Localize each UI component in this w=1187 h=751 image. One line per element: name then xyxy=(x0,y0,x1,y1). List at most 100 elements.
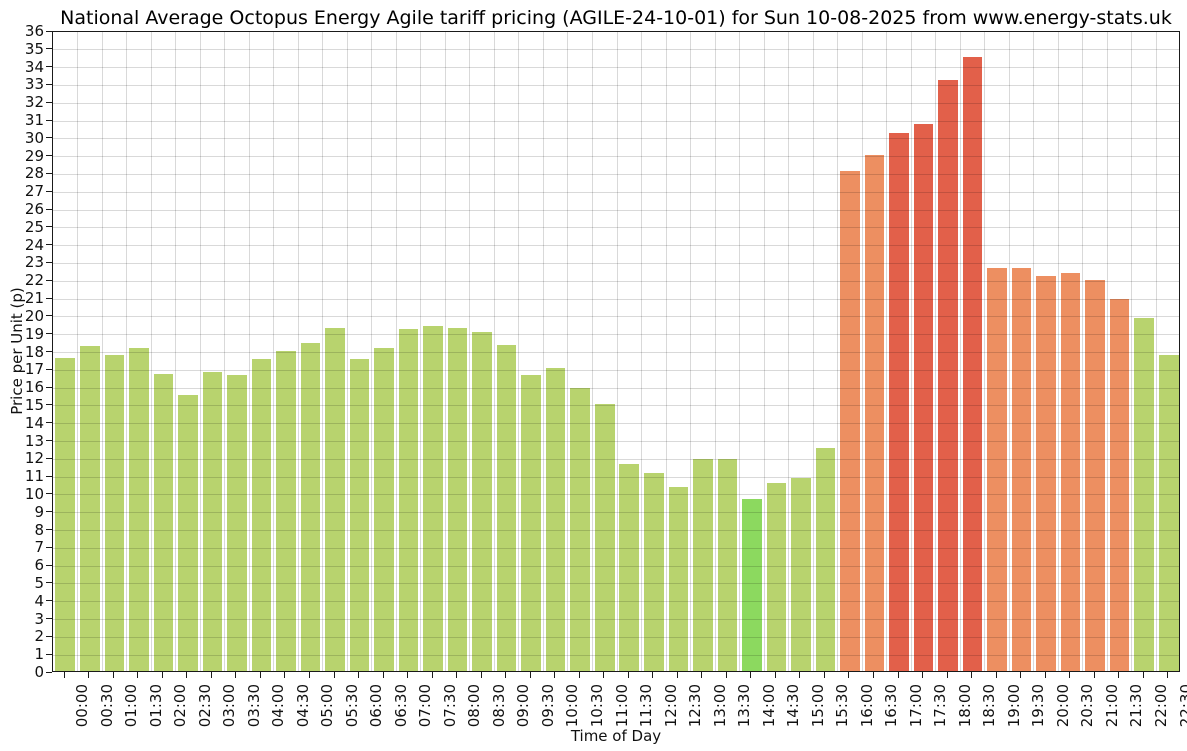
vertical-gridline xyxy=(1033,32,1035,671)
x-tick-label: 12:30 xyxy=(686,684,705,728)
bar-10:30 xyxy=(570,387,590,671)
x-tick-label: 01:00 xyxy=(122,684,141,728)
bar-09:30 xyxy=(521,374,541,671)
bar-16:30 xyxy=(864,154,885,671)
horizontal-gridline xyxy=(53,636,1179,638)
y-tick-label: 4 xyxy=(34,591,44,610)
y-tick-label: 0 xyxy=(34,663,44,681)
horizontal-gridline xyxy=(53,227,1179,229)
y-tick-label: 31 xyxy=(24,111,44,130)
bar-13:30 xyxy=(717,459,738,671)
y-tick-label: 9 xyxy=(34,502,44,521)
y-tick-mark xyxy=(46,529,52,531)
x-tick-mark xyxy=(897,672,899,678)
y-tick-mark xyxy=(46,172,52,174)
bar-08:30 xyxy=(472,331,492,671)
horizontal-gridline xyxy=(53,369,1179,371)
vertical-gridline xyxy=(469,32,471,671)
bar-03:30 xyxy=(227,375,247,671)
vertical-gridline xyxy=(959,32,961,671)
x-tick-mark xyxy=(407,672,409,678)
x-tick-label: 09:30 xyxy=(539,684,558,728)
x-tick-mark xyxy=(823,672,825,678)
y-tick-label: 13 xyxy=(24,431,44,450)
x-tick-mark xyxy=(529,672,531,678)
horizontal-gridline xyxy=(53,334,1179,336)
horizontal-gridline xyxy=(53,583,1179,585)
x-tick-label: 10:00 xyxy=(563,684,582,728)
x-tick-label: 10:30 xyxy=(588,684,607,728)
x-tick-mark xyxy=(1020,672,1022,678)
x-tick-mark xyxy=(799,672,801,678)
y-tick-label: 3 xyxy=(34,609,44,628)
x-tick-label: 20:30 xyxy=(1078,684,1097,728)
horizontal-gridline xyxy=(53,423,1179,425)
y-tick-mark xyxy=(46,635,52,637)
y-tick-mark xyxy=(46,600,52,602)
y-tick-label: 20 xyxy=(24,306,44,325)
horizontal-gridline xyxy=(53,262,1179,264)
x-tick-mark xyxy=(774,672,776,678)
horizontal-gridline xyxy=(53,387,1179,389)
bar-01:30 xyxy=(129,347,149,671)
vertical-gridline xyxy=(935,32,937,671)
vertical-gridline xyxy=(395,32,397,671)
horizontal-gridline xyxy=(53,352,1179,353)
y-tick-label: 15 xyxy=(24,395,44,414)
plot-area xyxy=(52,31,1180,672)
y-tick-mark xyxy=(46,351,52,352)
x-tick-mark xyxy=(1093,672,1095,678)
x-tick-label: 21:00 xyxy=(1103,684,1122,728)
vertical-gridline xyxy=(910,32,912,671)
y-tick-mark xyxy=(46,582,52,584)
bar-05:30 xyxy=(325,328,345,671)
y-tick-label: 2 xyxy=(34,627,44,646)
chart-title: National Average Octopus Energy Agile ta… xyxy=(60,7,1172,29)
y-tick-label: 35 xyxy=(24,39,44,58)
bar-17:00 xyxy=(889,133,909,671)
bar-07:30 xyxy=(423,326,443,671)
bar-21:30 xyxy=(1109,298,1130,671)
y-tick-label: 21 xyxy=(24,289,44,308)
x-tick-mark xyxy=(308,672,310,678)
x-tick-mark xyxy=(1142,672,1144,678)
vertical-gridline xyxy=(297,32,299,671)
vertical-gridline xyxy=(1131,32,1133,671)
bar-19:30 xyxy=(1011,267,1032,671)
x-tick-mark xyxy=(872,672,874,678)
y-tick-mark xyxy=(46,226,52,228)
x-tick-mark xyxy=(652,672,654,678)
x-tick-label: 03:00 xyxy=(220,684,239,728)
bar-15:00 xyxy=(791,477,811,671)
x-tick-mark xyxy=(431,672,433,678)
y-tick-label: 19 xyxy=(24,324,44,343)
horizontal-gridline xyxy=(53,601,1179,603)
vertical-gridline xyxy=(812,32,814,671)
y-tick-mark xyxy=(46,137,52,139)
vertical-gridline xyxy=(616,32,618,671)
y-tick-mark xyxy=(46,297,52,299)
y-tick-label: 26 xyxy=(24,200,44,219)
horizontal-gridline xyxy=(53,405,1179,407)
y-tick-mark xyxy=(46,244,52,246)
x-tick-label: 09:00 xyxy=(514,684,533,728)
x-tick-label: 22:00 xyxy=(1152,684,1171,728)
y-tick-mark xyxy=(46,386,52,388)
horizontal-gridline xyxy=(53,173,1179,175)
x-tick-label: 12:00 xyxy=(661,684,680,728)
x-tick-label: 05:30 xyxy=(343,684,361,728)
vertical-gridline xyxy=(1082,32,1084,671)
y-tick-label: 32 xyxy=(24,93,44,112)
x-tick-label: 04:30 xyxy=(293,684,312,728)
vertical-gridline xyxy=(126,32,128,671)
y-tick-mark xyxy=(46,422,52,424)
x-tick-label: 04:00 xyxy=(269,684,288,728)
horizontal-gridline xyxy=(53,191,1179,193)
vertical-gridline xyxy=(273,32,275,671)
y-tick-label: 29 xyxy=(24,146,44,165)
horizontal-gridline xyxy=(53,654,1179,656)
y-tick-mark xyxy=(46,261,52,263)
x-tick-mark xyxy=(676,672,678,678)
y-tick-label: 7 xyxy=(34,538,44,557)
